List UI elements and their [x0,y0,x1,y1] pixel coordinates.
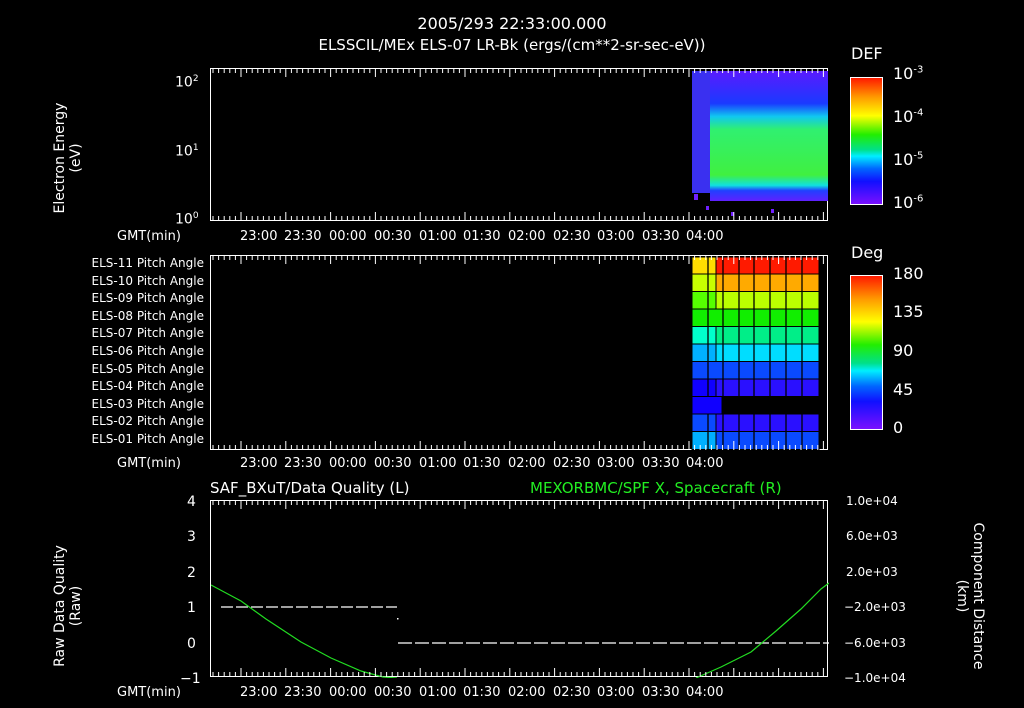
panel2-xlabel: GMT(min) [117,456,181,471]
colorbar2-tick-135: 135 [893,302,924,321]
spf-x-trace [211,584,398,678]
colorbar2-title: Deg [851,243,884,262]
colorbar2-tick-0: 0 [893,418,904,437]
line-plot-svg [211,582,829,678]
colorbar1-tick-1e-4: 10-4 [893,107,924,126]
panel1-xlabel: GMT(min) [117,229,181,244]
panel1-ytick-100: 102 [175,74,199,91]
colorbar1-tick-1e-3: 10-3 [893,64,924,83]
plot-subtitle: ELSSCIL/MEx ELS-07 LR-Bk (ergs/(cm**2-sr… [318,36,706,54]
colorbar-deg [850,275,883,430]
pitch-angle-row-labels: ELS-11 Pitch Angle ELS-10 Pitch Angle EL… [91,256,204,446]
colorbar2-tick-180: 180 [893,264,924,283]
panel3-xlabel: GMT(min) [117,685,181,700]
plot-timestamp: 2005/293 22:33:00.000 [417,14,607,33]
panel3-left-title: SAF_BXuT/Data Quality (L) [210,479,410,497]
panel1-ytick-1: 100 [175,211,199,228]
spectrogram-svg [692,71,828,216]
colorbar-def [850,77,883,205]
panel3-right-title: MEXORBMC/SPF X, Spacecraft (R) [530,479,782,497]
colorbar2-tick-90: 90 [893,341,914,360]
panel3-ylabel-left: Raw Data Quality (Raw) [52,545,84,667]
pitch-angle-plot[interactable] [210,255,828,451]
panel1-ylabel: Electron Energy (eV) [52,102,84,214]
colorbar1-tick-1e-6: 10-6 [893,193,924,212]
pitch-angle-svg [691,256,820,451]
spectrogram-plot[interactable] [210,68,828,221]
colorbar1-title: DEF [851,44,883,63]
colorbar1-tick-1e-5: 10-5 [893,150,924,169]
line-plot[interactable] [210,500,829,678]
colorbar2-tick-45: 45 [893,380,914,399]
panel3-ylabel-right: Component Distance (km) [954,522,986,670]
panel1-ytick-10: 101 [175,143,199,160]
